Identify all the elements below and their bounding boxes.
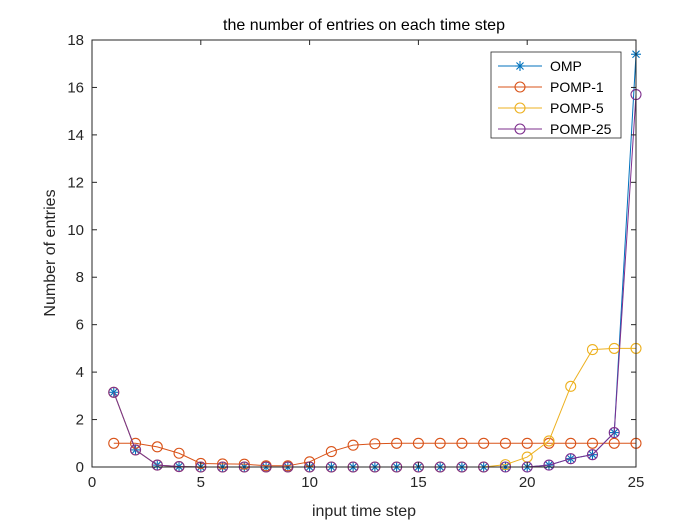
data-point [217,458,229,470]
data-point [434,437,446,449]
data-point [238,458,250,470]
legend-item: POMP-1 [498,79,604,95]
data-point [586,344,599,356]
x-tick-label: 5 [197,474,205,491]
y-tick-label: 8 [76,269,84,286]
y-tick-label: 4 [76,364,84,381]
y-tick-label: 6 [76,317,84,334]
data-point [543,435,555,447]
chart-title: the number of entries on each time step [223,17,505,34]
data-point [478,437,490,449]
data-point [521,437,533,449]
legend-label: POMP-5 [550,100,604,116]
data-point [369,438,381,450]
x-tick-label: 20 [519,474,536,491]
legend-label: POMP-1 [550,79,604,95]
y-axis: 0 2 4 6 8 10 12 14 16 18 [67,32,636,476]
data-point [565,437,577,449]
legend-item: POMP-25 [498,121,612,137]
y-axis-title: Number of entries [42,189,59,316]
x-tick-label: 25 [628,474,645,491]
legend-item: POMP-5 [498,100,604,116]
legend-marker [514,81,526,93]
data-point [456,437,468,449]
x-axis-title: input time step [312,503,416,520]
x-axis: 0 5 10 15 20 25 [88,40,645,491]
legend: OMP POMP-1 POMP-5 POMP-25 [490,51,622,139]
data-point [129,437,142,449]
data-point [499,437,511,449]
data-point [195,457,207,469]
data-point [108,386,120,398]
y-tick-label: 16 [67,79,84,96]
legend-marker [514,123,526,135]
data-point [347,439,359,451]
x-tick-label: 0 [88,474,96,491]
axes-box [91,39,637,468]
data-point [412,437,424,449]
y-tick-label: 10 [67,222,84,239]
x-tick-label: 15 [410,474,427,491]
data-point [608,437,620,449]
legend-label: OMP [550,58,582,74]
data-point [608,427,620,439]
data-point [391,437,403,449]
data-point [586,437,599,449]
data-point [586,449,599,461]
data-point [565,380,577,392]
x-tick-label: 10 [301,474,318,491]
data-point [129,444,142,456]
y-tick-label: 14 [67,127,84,144]
data-point [108,437,120,449]
legend-marker [514,102,526,114]
data-point [565,453,577,465]
y-tick-label: 0 [76,459,84,476]
legend-item: OMP [498,58,582,74]
legend-marker [515,61,525,71]
data-point [173,447,185,459]
data-point [151,441,163,453]
data-point [151,459,163,471]
y-tick-label: 12 [67,174,84,191]
data-point [325,446,337,458]
legend-label: POMP-25 [550,121,612,137]
y-tick-label: 2 [76,412,84,429]
y-tick-label: 18 [67,32,84,49]
data-point [543,459,555,471]
